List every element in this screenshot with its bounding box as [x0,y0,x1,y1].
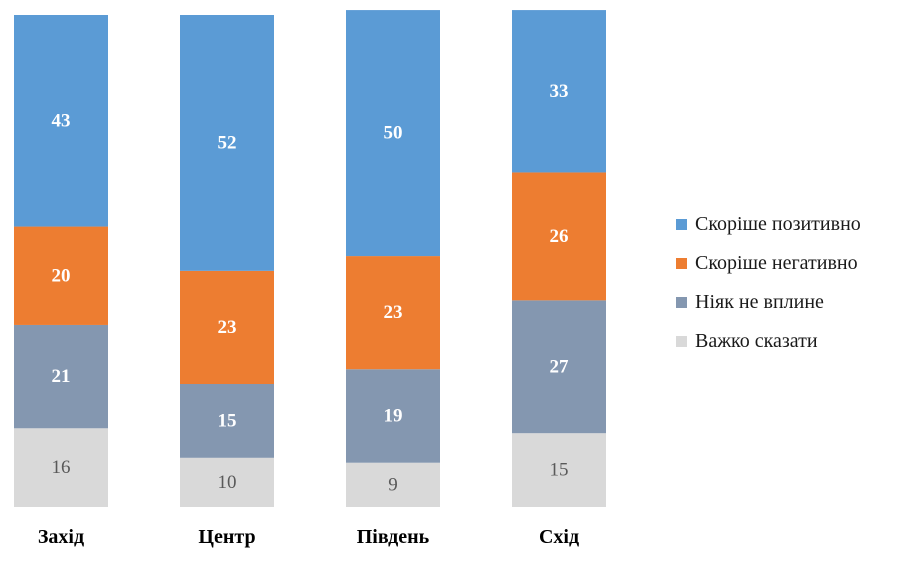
bar-segment-1-2 [180,384,274,458]
data-label-2-0: 50 [384,123,403,144]
data-label-3-0: 33 [550,81,569,102]
legend-item-3: Важко сказати [676,322,861,361]
data-label-3-3: 15 [550,460,569,481]
data-label-3-2: 27 [550,356,570,377]
bar-segment-3-2 [512,300,606,434]
bar-segment-3-3 [512,433,606,507]
legend-item-0: Скоріше позитивно [676,205,861,244]
data-label-3-1: 26 [550,226,569,247]
bar-segment-2-0 [346,10,440,257]
bar-segment-1-1 [180,270,274,384]
bar-segment-2-1 [346,256,440,370]
legend-swatch-3 [676,336,687,347]
data-label-2-3: 9 [388,474,398,495]
bar-segment-0-1 [14,226,108,325]
bar-segment-1-3 [180,457,274,507]
data-label-1-1: 23 [218,317,237,338]
bar-segment-2-2 [346,369,440,463]
legend-label-2: Ніяк не вплине [695,291,824,313]
legend-item-2: Ніяк не вплине [676,283,861,322]
data-label-0-1: 20 [52,265,71,286]
bar-segment-0-2 [14,324,108,429]
bar-segment-3-0 [512,10,606,173]
bar-segment-1-0 [180,15,274,271]
legend-swatch-1 [676,258,687,269]
legend: Скоріше позитивно Скоріше негативно Ніяк… [676,205,861,361]
data-label-0-3: 16 [52,457,71,478]
bars-group: 16 21 20 43 10 15 23 52 9 19 23 50 15 27 26 33 [14,10,606,507]
data-label-2-2: 19 [384,405,403,426]
bar-segment-0-3 [14,428,108,507]
legend-label-1: Скоріше негативно [695,252,858,274]
bar-segment-3-1 [512,172,606,301]
legend-swatch-2 [676,297,687,308]
legend-swatch-0 [676,219,687,230]
bar-segment-0-0 [14,15,108,227]
category-labels: Захід Центр Південь Схід [38,526,579,548]
legend-item-1: Скоріше негативно [676,244,861,283]
data-label-2-1: 23 [384,302,403,323]
data-label-0-2: 21 [52,366,71,387]
bar-segment-2-3 [346,462,440,507]
category-label-2: Південь [357,526,430,548]
data-label-1-2: 15 [218,410,237,431]
category-label-0: Захід [38,526,84,548]
data-label-1-3: 10 [218,472,237,493]
legend-label-3: Важко сказати [695,330,818,352]
data-label-1-0: 52 [218,132,237,153]
legend-label-0: Скоріше позитивно [695,213,861,235]
category-label-1: Центр [198,526,255,548]
category-label-3: Схід [539,526,579,548]
data-label-0-0: 43 [52,110,71,131]
